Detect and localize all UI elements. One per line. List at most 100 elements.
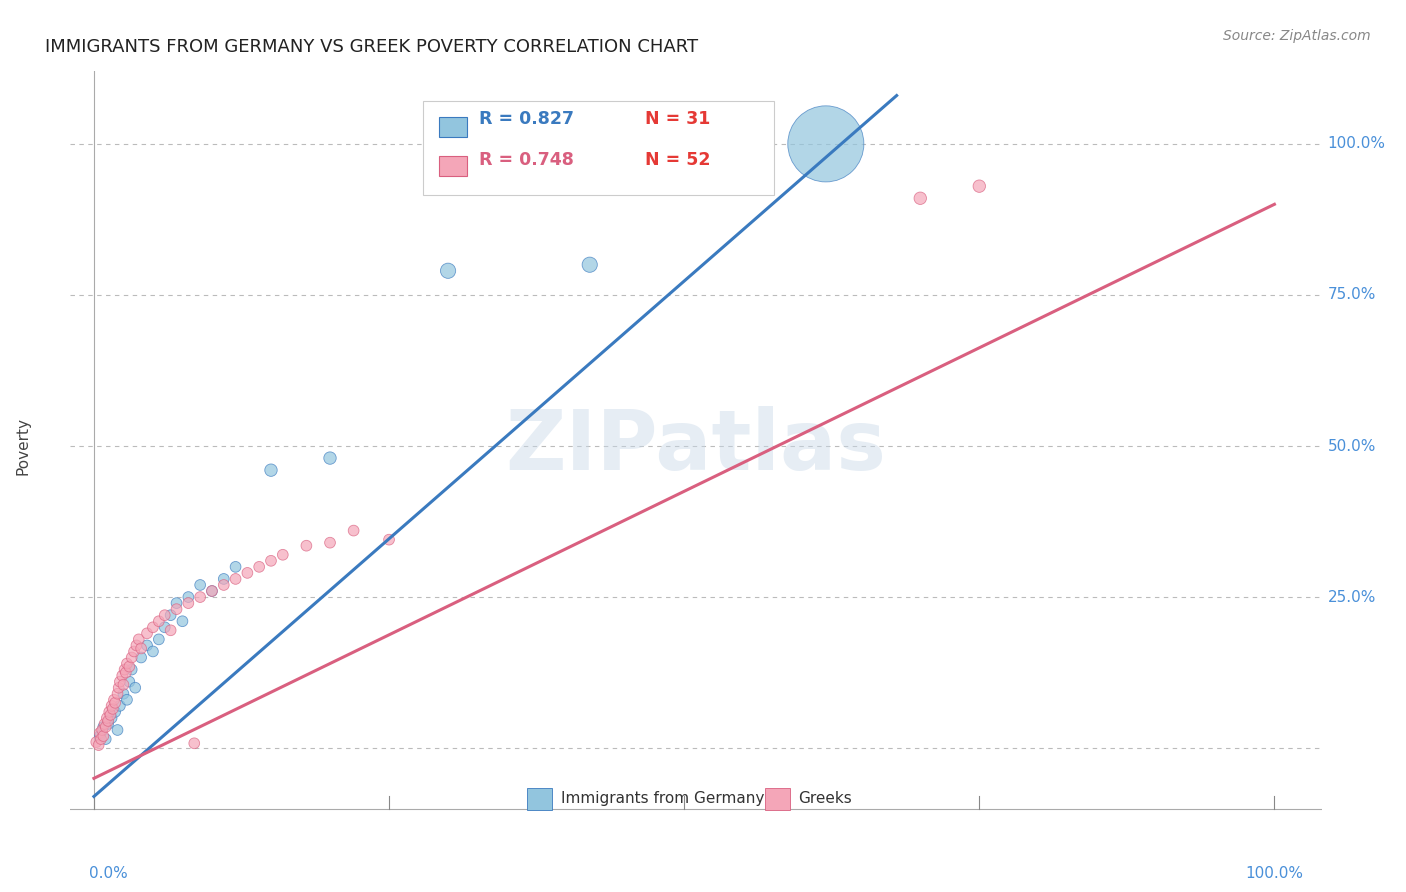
Point: [578, 258, 600, 272]
Point: [100, 711, 122, 725]
Point: [260, 463, 283, 477]
Point: [121, 663, 143, 677]
Point: [107, 687, 129, 701]
Point: [98, 705, 121, 719]
Point: [104, 696, 127, 710]
Point: [104, 705, 127, 719]
Point: [108, 698, 131, 713]
Point: [183, 736, 205, 750]
Text: Source: ZipAtlas.com: Source: ZipAtlas.com: [1223, 29, 1371, 43]
Point: [201, 584, 224, 599]
Point: [343, 524, 366, 538]
Point: [84, 735, 107, 749]
Point: [121, 650, 143, 665]
Point: [93, 717, 115, 731]
FancyBboxPatch shape: [440, 156, 467, 177]
Point: [166, 596, 188, 610]
Text: Immigrants from Germany: Immigrants from Germany: [561, 791, 765, 806]
Point: [97, 714, 120, 728]
Point: [115, 657, 138, 671]
Point: [112, 678, 135, 692]
Point: [225, 559, 247, 574]
Point: [319, 535, 342, 549]
Text: 50.0%: 50.0%: [1327, 439, 1376, 453]
Point: [136, 639, 159, 653]
Point: [89, 726, 111, 740]
Point: [295, 539, 318, 553]
Point: [166, 602, 188, 616]
Text: N = 52: N = 52: [633, 151, 711, 169]
Point: [378, 533, 401, 547]
Point: [111, 668, 134, 682]
Point: [188, 590, 211, 604]
FancyBboxPatch shape: [440, 117, 467, 136]
Text: R = 0.748: R = 0.748: [479, 151, 575, 169]
Point: [122, 644, 145, 658]
Point: [125, 639, 148, 653]
Point: [93, 720, 115, 734]
Point: [87, 738, 110, 752]
Text: 100.0%: 100.0%: [1244, 865, 1303, 880]
Point: [172, 614, 194, 628]
Point: [225, 572, 247, 586]
Point: [153, 608, 176, 623]
Text: 0.0%: 0.0%: [89, 865, 128, 880]
Point: [94, 720, 117, 734]
Point: [159, 608, 181, 623]
Text: 75.0%: 75.0%: [1327, 287, 1376, 302]
Point: [969, 179, 991, 194]
Point: [97, 717, 120, 731]
Point: [236, 566, 259, 580]
Point: [103, 693, 125, 707]
Point: [129, 650, 152, 665]
Point: [118, 674, 141, 689]
Text: Poverty: Poverty: [15, 417, 31, 475]
Point: [814, 136, 837, 151]
Point: [114, 665, 136, 680]
Point: [93, 729, 115, 743]
Point: [89, 729, 111, 743]
Point: [114, 663, 136, 677]
Text: R = 0.827: R = 0.827: [479, 110, 575, 128]
FancyBboxPatch shape: [765, 788, 790, 810]
Point: [212, 578, 235, 592]
Point: [437, 264, 460, 278]
Point: [90, 732, 112, 747]
Text: 100.0%: 100.0%: [1327, 136, 1385, 152]
Point: [319, 451, 342, 466]
Text: N = 31: N = 31: [633, 110, 711, 128]
Text: ZIPatlas: ZIPatlas: [506, 406, 886, 486]
Point: [108, 674, 131, 689]
Point: [91, 723, 114, 737]
Point: [247, 559, 270, 574]
Point: [212, 572, 235, 586]
Point: [118, 659, 141, 673]
Point: [128, 632, 150, 647]
Point: [115, 693, 138, 707]
Point: [271, 548, 294, 562]
Point: [101, 702, 124, 716]
Point: [177, 590, 200, 604]
Point: [94, 732, 117, 747]
Point: [112, 687, 135, 701]
Point: [107, 681, 129, 695]
Point: [148, 614, 170, 628]
Point: [188, 578, 211, 592]
Point: [201, 584, 224, 599]
Point: [177, 596, 200, 610]
Point: [159, 624, 181, 638]
Point: [910, 191, 932, 205]
Point: [142, 644, 165, 658]
Text: Greeks: Greeks: [799, 791, 852, 806]
Point: [148, 632, 170, 647]
Point: [129, 641, 152, 656]
Point: [142, 620, 165, 634]
Text: IMMIGRANTS FROM GERMANY VS GREEK POVERTY CORRELATION CHART: IMMIGRANTS FROM GERMANY VS GREEK POVERTY…: [45, 38, 699, 56]
Point: [260, 554, 283, 568]
Text: 25.0%: 25.0%: [1327, 590, 1376, 605]
Point: [124, 681, 146, 695]
Point: [107, 723, 129, 737]
Point: [96, 711, 118, 725]
Point: [100, 707, 122, 722]
Point: [100, 698, 122, 713]
